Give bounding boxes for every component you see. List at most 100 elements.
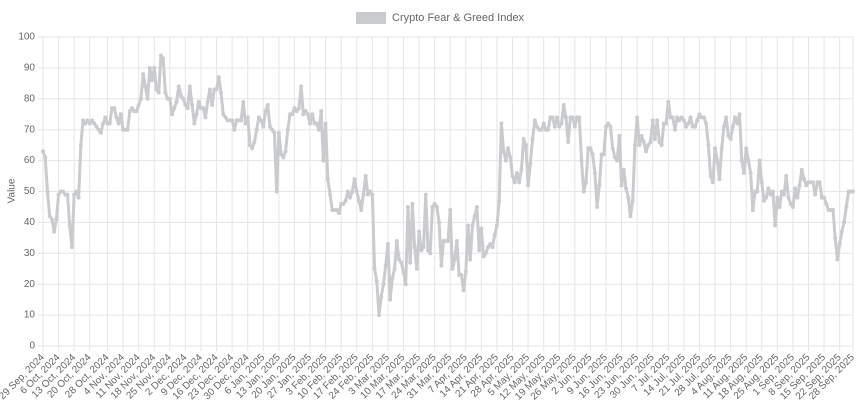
data-point xyxy=(766,186,771,191)
data-point xyxy=(136,102,141,107)
data-point xyxy=(399,260,404,265)
data-point xyxy=(693,124,698,129)
data-point xyxy=(541,121,546,126)
data-point xyxy=(207,87,212,92)
data-point xyxy=(637,143,642,148)
data-point xyxy=(566,140,571,145)
data-point xyxy=(617,133,622,138)
data-point xyxy=(530,136,535,141)
data-point xyxy=(510,174,515,179)
data-point xyxy=(370,192,375,197)
data-point xyxy=(210,102,215,107)
data-point xyxy=(161,56,166,61)
data-point xyxy=(608,124,613,129)
data-point xyxy=(181,96,186,101)
data-point xyxy=(737,112,742,117)
data-point xyxy=(677,118,682,123)
data-point xyxy=(45,189,50,194)
data-point xyxy=(116,121,121,126)
data-point xyxy=(219,90,224,95)
data-point xyxy=(810,180,815,185)
data-point xyxy=(523,143,528,148)
data-point xyxy=(795,195,800,200)
data-point xyxy=(639,133,644,138)
data-point xyxy=(356,198,361,203)
data-point xyxy=(695,118,700,123)
data-point xyxy=(250,146,255,151)
data-point xyxy=(704,121,709,126)
y-tick-label: 90 xyxy=(24,63,36,74)
data-point xyxy=(283,149,288,154)
data-point xyxy=(701,115,706,120)
data-point xyxy=(294,109,299,114)
data-point xyxy=(644,149,649,154)
data-point xyxy=(352,177,357,182)
data-point xyxy=(844,204,849,209)
data-point xyxy=(446,238,450,243)
data-point xyxy=(279,152,284,157)
data-point xyxy=(423,192,428,197)
data-point xyxy=(190,102,195,107)
data-point xyxy=(675,115,680,120)
data-point xyxy=(425,248,430,253)
data-point xyxy=(241,99,246,104)
data-point xyxy=(49,217,54,222)
y-tick-label: 70 xyxy=(24,124,36,135)
data-point xyxy=(628,214,633,219)
data-point xyxy=(185,106,190,111)
data-point xyxy=(612,155,617,160)
data-point xyxy=(499,121,504,126)
data-point xyxy=(323,121,328,126)
data-point xyxy=(368,189,373,194)
data-point xyxy=(72,192,77,197)
data-point xyxy=(715,158,720,163)
data-point xyxy=(802,177,807,182)
data-point xyxy=(733,115,738,120)
data-point xyxy=(348,195,353,200)
data-point xyxy=(361,192,366,197)
data-point xyxy=(430,204,435,209)
data-point xyxy=(708,174,713,179)
data-point xyxy=(793,186,798,191)
data-point xyxy=(786,195,791,200)
data-point xyxy=(267,124,272,129)
data-point xyxy=(87,121,92,126)
data-point xyxy=(43,155,48,160)
data-point xyxy=(254,127,259,132)
data-point xyxy=(270,127,275,132)
data-point xyxy=(41,149,45,154)
data-point xyxy=(69,245,74,250)
data-point xyxy=(98,130,103,135)
data-point xyxy=(434,204,439,209)
data-point xyxy=(713,146,718,151)
data-point xyxy=(635,115,640,120)
data-point xyxy=(670,115,675,120)
y-tick-label: 30 xyxy=(24,248,36,259)
data-point xyxy=(230,118,235,123)
data-point xyxy=(601,152,606,157)
legend-label: Crypto Fear & Greed Index xyxy=(392,12,525,24)
data-point xyxy=(299,84,304,89)
data-point xyxy=(78,143,83,148)
data-point xyxy=(403,282,408,287)
data-point xyxy=(490,245,495,250)
y-tick-label: 50 xyxy=(24,186,36,197)
data-point xyxy=(664,121,669,126)
data-point xyxy=(710,180,715,185)
legend-swatch xyxy=(356,12,386,24)
data-point xyxy=(385,242,390,247)
data-point xyxy=(421,245,426,250)
data-point xyxy=(494,223,499,228)
data-point xyxy=(223,115,228,120)
data-point xyxy=(103,115,108,120)
data-point xyxy=(303,109,308,114)
data-point xyxy=(56,192,61,197)
data-point xyxy=(684,124,689,129)
data-point xyxy=(555,115,560,120)
data-point xyxy=(488,242,493,247)
data-point xyxy=(372,266,377,271)
data-point xyxy=(672,127,677,132)
data-point xyxy=(459,272,464,277)
